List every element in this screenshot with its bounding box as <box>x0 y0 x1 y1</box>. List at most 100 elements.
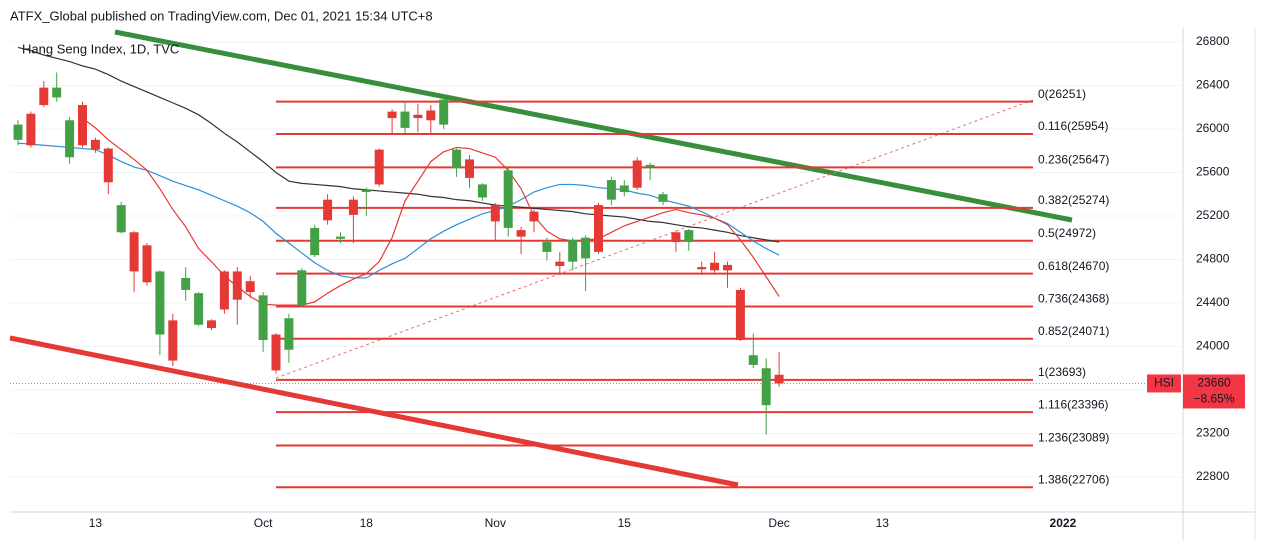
y-tick-label: 26400 <box>1196 78 1230 92</box>
symbol-label: HSI <box>1154 376 1174 390</box>
y-tick-label: 25200 <box>1196 208 1230 222</box>
candle-body <box>748 355 758 365</box>
moving-average <box>82 117 780 306</box>
x-tick-label: 13 <box>876 516 890 530</box>
fib-label: 0.382(25274) <box>1038 193 1109 207</box>
candle-body <box>413 114 423 119</box>
candle-body <box>594 205 603 252</box>
candle-body <box>52 87 62 98</box>
x-tick-label: Nov <box>485 516 506 530</box>
candle-body <box>632 160 642 188</box>
candle-body <box>348 199 358 215</box>
candle-body <box>336 236 345 239</box>
x-tick-label: 13 <box>89 516 103 530</box>
candle-body <box>710 262 720 271</box>
fib-label: 0.736(24368) <box>1038 292 1109 306</box>
candle-body <box>542 242 552 252</box>
x-tick-label: 18 <box>360 516 374 530</box>
candle-body <box>271 334 281 371</box>
x-tick-label: 15 <box>618 516 632 530</box>
candle-body <box>387 111 397 119</box>
candle-body <box>581 237 591 259</box>
candle-body <box>245 281 255 293</box>
candle-body <box>723 264 732 271</box>
candle-body <box>697 267 707 270</box>
candle-body <box>284 318 294 350</box>
candle-body <box>39 87 49 106</box>
moving-average <box>17 142 780 279</box>
moving-average <box>17 46 780 243</box>
y-tick-label: 23200 <box>1196 426 1230 440</box>
plot <box>9 29 1073 489</box>
y-tick-label: 24400 <box>1196 295 1230 309</box>
fib-label: 1(23693) <box>1038 365 1086 379</box>
candle-body <box>645 164 655 168</box>
x-tick-label: Dec <box>768 516 789 530</box>
y-tick-label: 25600 <box>1196 165 1230 179</box>
price-tag <box>1183 374 1245 409</box>
candle-body <box>103 148 113 183</box>
candle-body <box>735 289 745 340</box>
fib-trend <box>275 99 1034 379</box>
candle-body <box>439 99 449 125</box>
price-label: 23660 <box>1197 376 1231 390</box>
candle-body <box>207 320 216 328</box>
y-tick-label: 26000 <box>1196 121 1230 135</box>
candle-body <box>13 124 23 140</box>
y-tick-label: 24000 <box>1196 339 1230 353</box>
candle-body <box>477 184 487 198</box>
fib-label: 1.386(22706) <box>1038 472 1109 486</box>
candle-body <box>323 199 333 221</box>
candle-body <box>516 230 526 237</box>
fib-label: 0(26251) <box>1038 87 1086 101</box>
candle-body <box>116 205 126 233</box>
candle-body <box>90 139 100 150</box>
y-tick-label: 22800 <box>1196 469 1230 483</box>
fib-label: 0.236(25647) <box>1038 153 1109 167</box>
candle-body <box>310 227 320 256</box>
header: ATFX_Global published on TradingView.com… <box>10 8 433 23</box>
candle-body <box>297 270 307 306</box>
candle-body <box>671 232 681 243</box>
candle-body <box>374 149 384 185</box>
y-tick-label: 26800 <box>1196 34 1230 48</box>
chart-title: Hang Seng Index, 1D, TVC <box>22 41 179 56</box>
candle-body <box>142 245 152 283</box>
candle-body <box>426 110 436 121</box>
candle-body <box>774 374 784 384</box>
candle-body <box>26 113 36 146</box>
trend-line <box>114 29 1073 223</box>
candle-body <box>490 205 500 222</box>
fib-label: 1.236(23089) <box>1038 431 1109 445</box>
candle-body <box>761 368 771 406</box>
fib-label: 0.5(24972) <box>1038 226 1096 240</box>
fib-label: 0.852(24071) <box>1038 324 1109 338</box>
candle-body <box>258 295 268 340</box>
candle-body <box>465 159 474 178</box>
candle-body <box>503 170 513 228</box>
x-tick-label: Oct <box>254 516 273 530</box>
candle-body <box>529 211 539 222</box>
candle-body <box>658 194 668 202</box>
fib-label: 0.618(24670) <box>1038 259 1109 273</box>
candle-body <box>361 189 371 193</box>
candle-body <box>219 271 229 310</box>
fib-label: 0.116(25954) <box>1038 119 1109 133</box>
candle-body <box>684 230 694 243</box>
candle-body <box>155 271 165 335</box>
candle-body <box>452 149 462 169</box>
candle-body <box>400 111 410 128</box>
candle-body <box>65 120 75 158</box>
candle-body <box>568 239 578 262</box>
y-tick-label: 24800 <box>1196 252 1230 266</box>
fib-label: 1.116(23396) <box>1038 397 1109 411</box>
candle-body <box>168 320 178 361</box>
candle-body <box>194 293 204 325</box>
candle-body <box>181 277 191 290</box>
candle-body <box>555 261 565 266</box>
candle-body <box>78 105 87 146</box>
candle-body <box>619 185 629 193</box>
x-tick-label: 2022 <box>1050 516 1077 530</box>
candle-body <box>232 271 242 300</box>
